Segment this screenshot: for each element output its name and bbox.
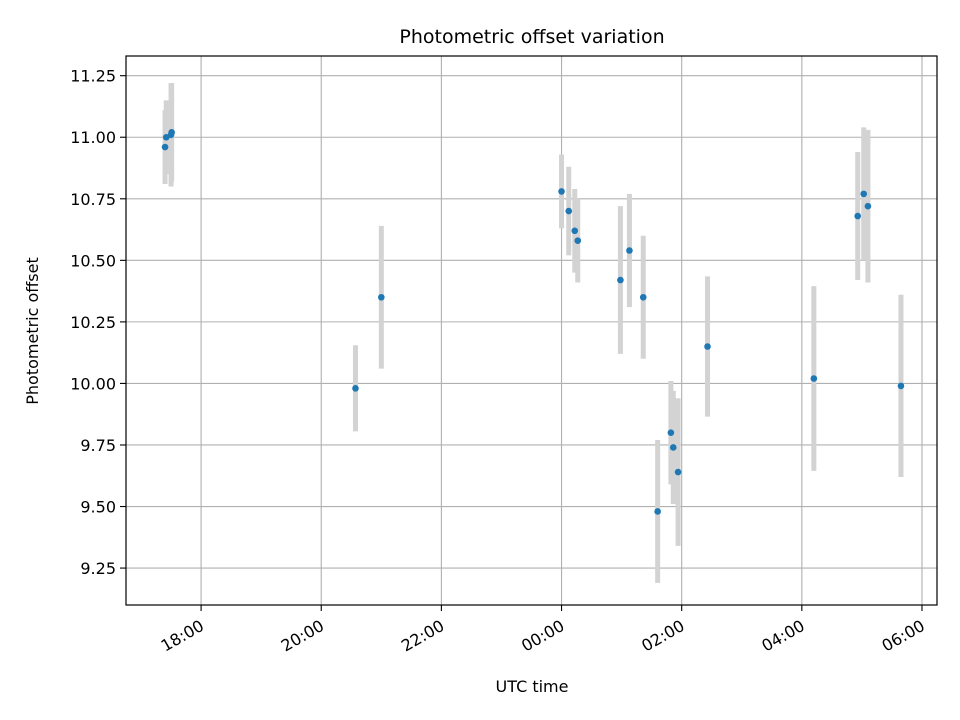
data-point	[161, 143, 169, 151]
x-tick-label: 04:00	[758, 616, 807, 656]
data-point	[574, 237, 582, 244]
y-tick-label: 9.25	[80, 559, 116, 578]
data-point	[897, 382, 905, 390]
data-point	[378, 293, 385, 301]
data-point	[571, 227, 579, 235]
data-point	[626, 247, 633, 254]
data-point	[860, 190, 868, 198]
data-point	[704, 343, 711, 350]
data-point	[667, 429, 675, 436]
y-tick-label: 11.00	[70, 128, 116, 147]
y-tick-label: 10.00	[70, 374, 116, 393]
data-point	[565, 207, 573, 215]
y-tick-label: 9.75	[80, 436, 116, 455]
x-axis-label: UTC time	[496, 677, 569, 696]
data-point	[654, 508, 661, 515]
data-point	[674, 468, 682, 476]
y-tick-label: 10.50	[70, 251, 116, 270]
x-axis: 18:00 20:00 22:00 00:00 02:00 04:00 06:00	[158, 605, 928, 656]
x-tick-label: 02:00	[638, 616, 687, 656]
data-point	[617, 276, 624, 284]
error-bars	[162, 83, 904, 583]
data-point	[168, 129, 175, 136]
y-tick-label: 10.75	[70, 190, 116, 209]
x-tick-label: 22:00	[398, 616, 447, 656]
y-tick-label: 10.25	[70, 313, 116, 332]
y-axis-label: Photometric offset	[23, 257, 42, 405]
plot-frame	[125, 55, 938, 606]
data-points	[161, 129, 905, 515]
data-point	[669, 444, 677, 451]
data-point	[352, 385, 359, 392]
x-tick-label: 20:00	[278, 616, 327, 656]
y-tick-label: 9.50	[80, 498, 116, 517]
data-point	[810, 375, 818, 382]
x-tick-label: 00:00	[518, 616, 567, 656]
y-axis: 9.25 9.50 9.75 10.00 10.25 10.50 10.75 11.00 11.…	[70, 67, 126, 578]
data-point	[558, 188, 565, 195]
x-tick-label: 06:00	[879, 616, 928, 656]
chart-title: Photometric offset variation	[399, 26, 664, 48]
data-point	[864, 202, 872, 210]
data-point	[854, 212, 862, 220]
grid-lines	[126, 56, 937, 605]
data-point	[639, 293, 647, 301]
y-tick-label: 11.25	[70, 67, 116, 86]
x-tick-label: 18:00	[158, 616, 207, 656]
